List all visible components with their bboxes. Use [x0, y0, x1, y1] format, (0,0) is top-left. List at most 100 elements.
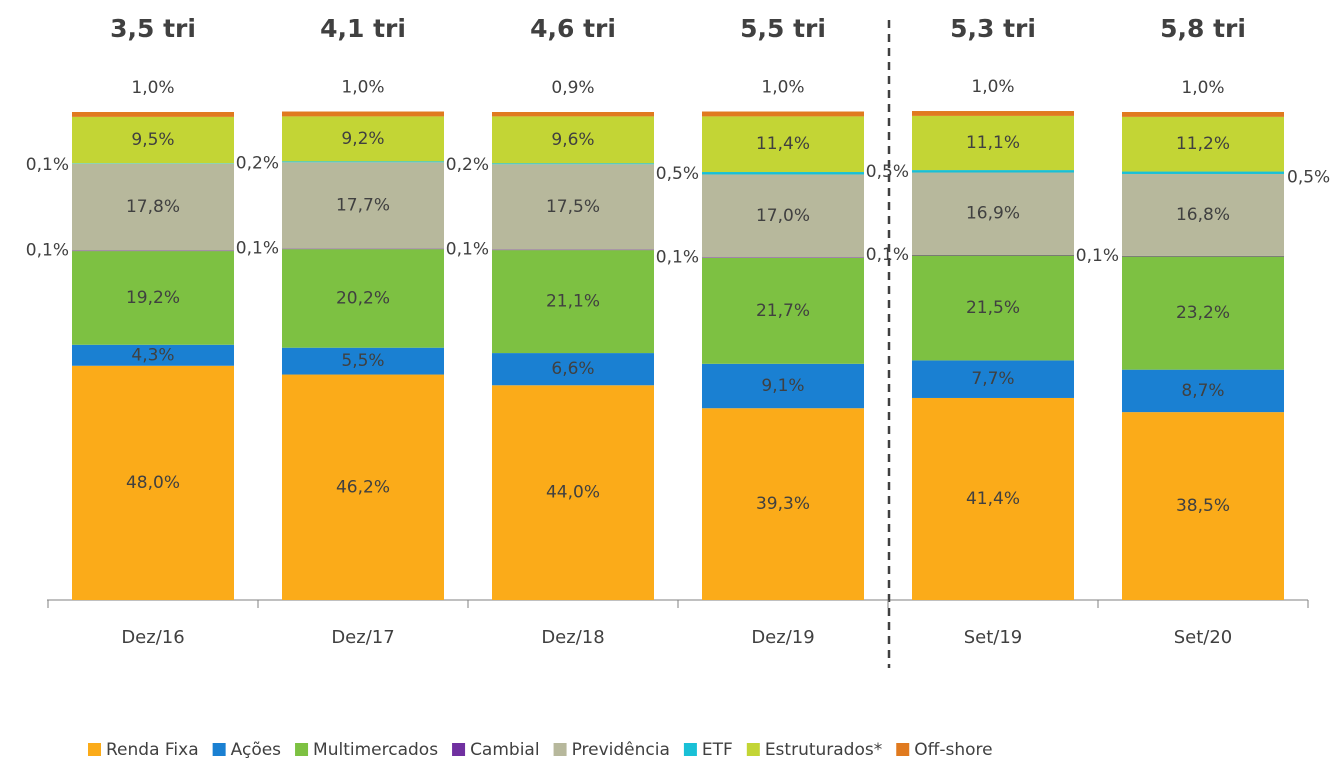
x-tick-label: Dez/19	[751, 627, 814, 648]
data-label: 9,6%	[551, 130, 594, 150]
bar-segment	[1122, 171, 1284, 174]
bar-segment	[492, 353, 654, 386]
bar-segment	[702, 257, 864, 364]
bar-segment	[282, 162, 444, 249]
bar-segment	[282, 347, 444, 375]
data-label: 0,5%	[656, 164, 699, 184]
legend-label: Multimercados	[313, 740, 438, 760]
bar-segment	[702, 257, 864, 258]
data-label: 5,5%	[341, 351, 384, 371]
data-label: 21,5%	[966, 298, 1020, 318]
bar-segment	[282, 116, 444, 162]
legend-swatch	[88, 743, 101, 756]
x-tick-label: Set/19	[964, 627, 1023, 648]
data-label: 9,1%	[761, 376, 804, 396]
total-label: 5,3 tri	[950, 14, 1036, 43]
data-label: 1,0%	[761, 78, 804, 98]
bar-segment	[912, 254, 1074, 256]
bar-segment	[282, 248, 444, 250]
bar-segment	[702, 116, 864, 173]
total-label: 5,5 tri	[740, 14, 826, 43]
data-label: 16,8%	[1176, 205, 1230, 225]
bar-segment	[912, 111, 1074, 116]
bar-segment	[72, 251, 234, 345]
data-label: 0,5%	[1287, 168, 1330, 188]
data-label: 8,7%	[1181, 381, 1224, 401]
legend-label: Renda Fixa	[106, 740, 199, 760]
data-label: 38,5%	[1176, 496, 1230, 516]
bar-segment	[1122, 369, 1284, 413]
total-label: 5,8 tri	[1160, 14, 1246, 43]
bar-segment	[72, 344, 234, 366]
x-tick-label: Dez/16	[121, 627, 184, 648]
bar-segment	[912, 255, 1074, 361]
x-tick-label: Dez/18	[541, 627, 604, 648]
data-label: 46,2%	[336, 477, 390, 497]
legend-label: Estruturados*	[765, 740, 882, 760]
bar-segment	[1122, 412, 1284, 600]
bar-segment	[72, 163, 234, 251]
total-label: 4,6 tri	[530, 14, 616, 43]
data-label: 21,1%	[546, 292, 600, 312]
legend-label: Previdência	[572, 740, 670, 760]
bar-segment	[492, 250, 654, 354]
bar-segment	[72, 250, 234, 252]
bar-segment	[912, 172, 1074, 255]
data-label: 11,4%	[756, 134, 810, 154]
bar-segment	[492, 164, 654, 250]
bar-segment	[282, 374, 444, 600]
data-label: 11,2%	[1176, 134, 1230, 154]
data-label: 0,1%	[656, 247, 699, 267]
legend-label: Off-shore	[914, 740, 992, 760]
data-label: 0,1%	[26, 155, 69, 175]
data-label: 6,6%	[551, 359, 594, 379]
legend-swatch	[295, 743, 309, 756]
bar-segment	[1122, 173, 1284, 256]
x-tick-label: Set/20	[1174, 627, 1233, 648]
bar-segment	[492, 249, 654, 251]
bar-segment	[282, 111, 444, 117]
bar-segment	[282, 249, 444, 348]
bar-segment	[492, 385, 654, 600]
total-label: 3,5 tri	[110, 14, 196, 43]
legend-label: Cambial	[470, 740, 540, 760]
data-label: 20,2%	[336, 288, 390, 308]
data-label: 7,7%	[971, 369, 1014, 389]
bar-segment	[492, 116, 654, 164]
data-label: 0,2%	[446, 155, 489, 175]
data-label: 11,1%	[966, 133, 1020, 153]
data-label: 44,0%	[546, 483, 600, 503]
data-label: 1,0%	[971, 77, 1014, 97]
data-label: 0,1%	[1076, 246, 1119, 266]
data-label: 16,9%	[966, 204, 1020, 224]
data-label: 17,0%	[756, 206, 810, 226]
total-label: 4,1 tri	[320, 14, 406, 43]
bar-segment	[1122, 112, 1284, 117]
legend-swatch	[896, 743, 910, 756]
data-label: 0,2%	[236, 153, 279, 173]
data-label: 4,3%	[131, 345, 174, 365]
bar-segment	[702, 363, 864, 409]
data-label: 0,1%	[866, 245, 909, 265]
legend-swatch	[746, 743, 760, 756]
bar-segment	[72, 116, 234, 164]
bar-segment	[492, 163, 654, 165]
bar-segment	[912, 360, 1074, 398]
legend-swatch	[452, 743, 466, 756]
bar-segment	[702, 174, 864, 258]
data-label: 41,4%	[966, 489, 1020, 509]
bar-segment	[72, 112, 234, 117]
bar-segment	[912, 397, 1074, 600]
data-label: 1,0%	[1181, 78, 1224, 98]
bar-segment	[1122, 255, 1284, 257]
data-label: 0,5%	[866, 162, 909, 182]
bar-segment	[492, 112, 654, 117]
data-label: 48,0%	[126, 473, 180, 493]
data-label: 17,5%	[546, 197, 600, 217]
data-label: 0,1%	[236, 239, 279, 259]
data-label: 9,2%	[341, 129, 384, 149]
bar-segment	[1122, 256, 1284, 370]
data-label: 17,7%	[336, 195, 390, 215]
bar-segment	[912, 115, 1074, 171]
